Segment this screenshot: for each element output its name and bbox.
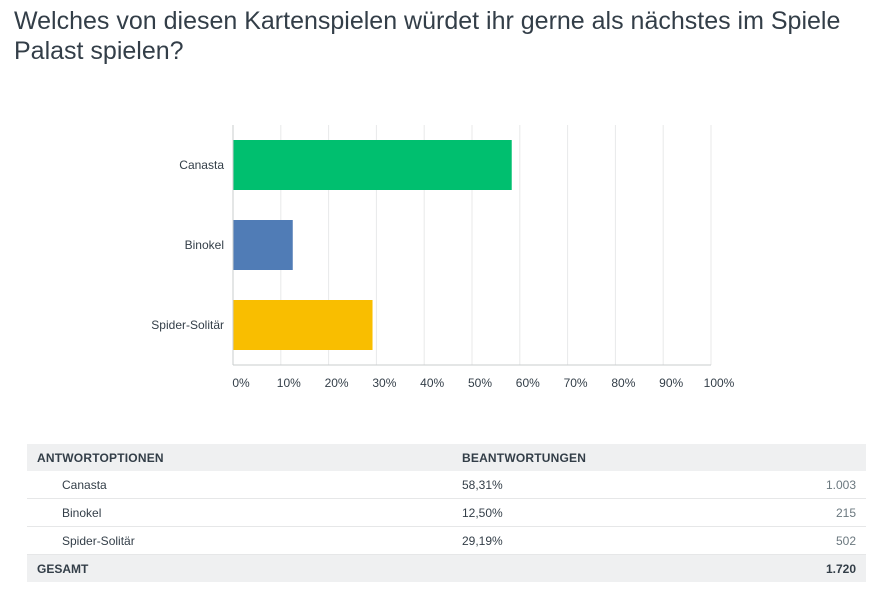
bar-binokel <box>233 220 293 270</box>
x-tick-label: 90% <box>659 376 683 390</box>
row-percent: 12,50% <box>452 498 760 527</box>
bar-spider-solit-r <box>233 300 373 350</box>
row-percent: 58,31% <box>452 471 760 499</box>
table-row: Binokel 12,50% 215 <box>27 498 866 527</box>
x-tick-label: 80% <box>611 376 635 390</box>
row-option: Binokel <box>27 498 452 527</box>
question-title: Welches von diesen Kartenspielen würdet … <box>14 7 841 65</box>
chart-bars <box>233 140 512 350</box>
category-label: Spider-Solitär <box>151 318 224 332</box>
row-option: Canasta <box>27 471 452 499</box>
x-tick-label: 50% <box>468 376 492 390</box>
x-tick-label: 40% <box>420 376 444 390</box>
table-row: Spider-Solitär 29,19% 502 <box>27 526 866 555</box>
results-table: ANTWORTOPTIONEN BEANTWORTUNGEN Canasta 5… <box>27 444 866 582</box>
table-header-row: ANTWORTOPTIONEN BEANTWORTUNGEN <box>27 444 866 471</box>
row-count: 215 <box>759 498 866 527</box>
row-percent: 29,19% <box>452 526 760 555</box>
bar-chart: 0% 10% 20% 30% 40% 50% 60% 70% 80% 90% 100% Canasta… <box>151 125 735 390</box>
header-count <box>759 444 866 471</box>
category-label: Canasta <box>179 158 224 172</box>
x-tick-label: 10% <box>277 376 301 390</box>
x-tick-label: 0% <box>232 376 250 390</box>
header-answer-options: ANTWORTOPTIONEN <box>27 444 452 471</box>
table-row: Canasta 58,31% 1.003 <box>27 471 866 499</box>
bar-canasta <box>233 140 512 190</box>
total-label: GESAMT <box>27 554 452 582</box>
x-tick-label: 20% <box>325 376 349 390</box>
total-spacer <box>452 554 760 582</box>
category-label: Binokel <box>185 238 224 252</box>
row-count: 502 <box>759 526 866 555</box>
x-tick-label: 60% <box>516 376 540 390</box>
x-tick-label: 70% <box>564 376 588 390</box>
table-total-row: GESAMT 1.720 <box>27 554 866 582</box>
x-tick-label: 100% <box>704 376 735 390</box>
row-count: 1.003 <box>759 471 866 499</box>
header-responses: BEANTWORTUNGEN <box>452 444 760 471</box>
chart-axes <box>232 125 711 366</box>
chart-labels: 0% 10% 20% 30% 40% 50% 60% 70% 80% 90% 100% Canasta… <box>151 158 734 390</box>
x-tick-label: 30% <box>372 376 396 390</box>
row-option: Spider-Solitär <box>27 526 452 555</box>
total-count: 1.720 <box>759 554 866 582</box>
